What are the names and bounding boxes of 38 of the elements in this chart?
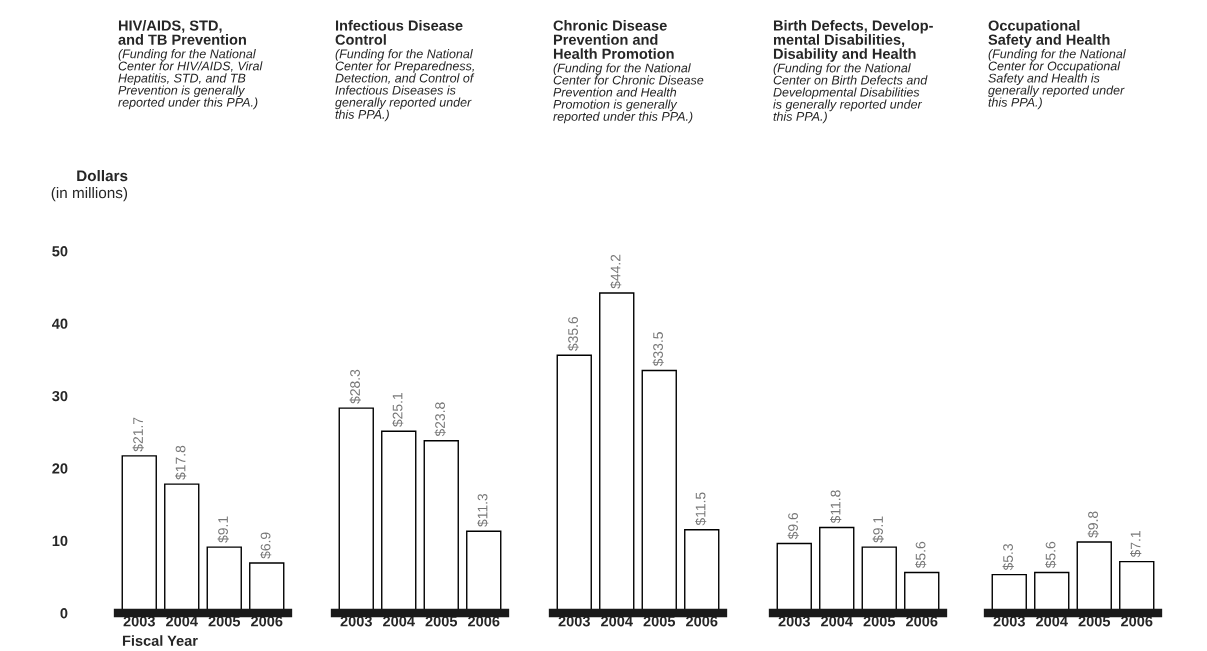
data-label: $21.7: [132, 417, 144, 452]
data-label: $9.1: [217, 516, 229, 543]
x-axis-title: Fiscal Year: [122, 635, 198, 646]
data-label: $7.1: [1130, 531, 1142, 558]
chart-title: Chronic Disease Prevention and Health Promotion: [553, 20, 674, 59]
data-label: $33.5: [652, 332, 664, 367]
data-label: $5.6: [1045, 541, 1057, 569]
data-label: $25.1: [392, 393, 404, 427]
data-label: $9.6: [787, 512, 799, 540]
chart-subtitle: (Funding for the National Center on Birth Defects and Developmental Disabilities is generally reported under this PPA.): [773, 63, 928, 124]
chart-subtitle: (Funding for the National Center for Occupational Safety and Health is generally reported under this PPA.): [988, 49, 1126, 110]
chart-title: Birth Defects, Develop- mental Disabilities, Disability and Health: [773, 20, 933, 62]
data-label: $6.9: [260, 532, 272, 559]
data-label: $28.3: [349, 369, 361, 404]
y-tick-label: 10: [52, 535, 68, 547]
y-tick-label: 20: [52, 463, 68, 474]
data-label: $44.2: [610, 254, 622, 289]
data-label: $17.8: [175, 445, 187, 480]
data-label: $23.8: [434, 402, 446, 437]
data-label: $11.8: [830, 490, 842, 524]
data-label: $35.6: [567, 316, 579, 351]
data-label: $5.3: [1002, 544, 1014, 571]
data-label: $11.3: [477, 493, 489, 527]
y-tick-label: 50: [52, 246, 68, 257]
chart-subtitle: (Funding for the National Center for Chronic Disease Prevention and Health Promotion is generally reported under this PPA.): [553, 63, 704, 124]
y-axis-title: Dollars (in millions): [51, 170, 128, 202]
data-label: $11.5: [695, 492, 707, 526]
y-tick-label: 0: [60, 608, 68, 619]
chart-subtitle: (Funding for the National Center for Preparedness, Detection, and Control of Infectious Diseases is generally reported under this PPA.): [335, 49, 475, 122]
chart-subtitle: (Funding for the National Center for HIV/AIDS, Viral Hepatitis, STD, and TB Prevention is generally reported under this PPA.): [118, 49, 263, 110]
chart-title: Infectious Disease Control: [335, 20, 463, 45]
chart-title: Occupational Safety and Health: [988, 20, 1110, 48]
chart-title: HIV/AIDS, STD, and TB Prevention: [118, 20, 246, 45]
y-tick-label: 40: [52, 318, 68, 329]
data-label: $9.8: [1087, 511, 1099, 538]
data-label: $9.1: [872, 516, 884, 543]
y-tick-label: 30: [52, 390, 68, 402]
data-label: $5.6: [915, 541, 927, 569]
